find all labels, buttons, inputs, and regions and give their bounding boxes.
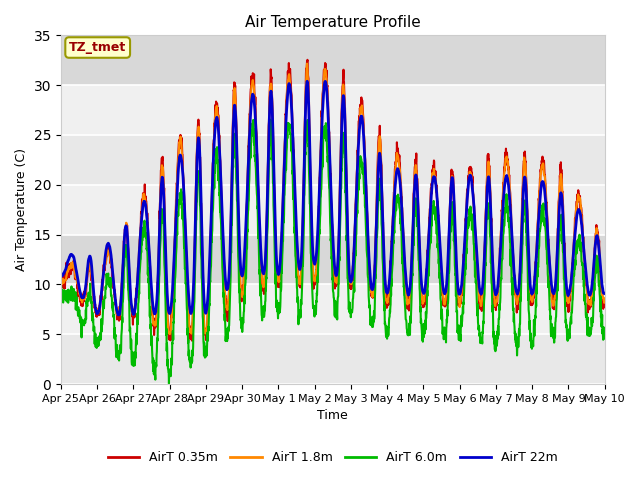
AirT 22m	[209, 170, 216, 176]
X-axis label: Time: Time	[317, 409, 348, 422]
AirT 1.8m	[209, 168, 216, 174]
Line: AirT 22m: AirT 22m	[61, 81, 605, 315]
Y-axis label: Air Temperature (C): Air Temperature (C)	[15, 148, 28, 271]
AirT 1.8m	[361, 146, 369, 152]
AirT 0.35m	[349, 264, 356, 270]
AirT 6.0m	[165, 381, 173, 387]
Bar	[61, 284, 605, 334]
AirT 1.8m	[349, 265, 356, 271]
AirT 6.0m	[267, 117, 275, 122]
AirT 6.0m	[601, 334, 609, 339]
Line: AirT 0.35m: AirT 0.35m	[61, 60, 605, 341]
AirT 0.35m	[568, 270, 576, 276]
AirT 22m	[349, 268, 356, 274]
AirT 1.8m	[601, 296, 609, 301]
AirT 0.35m	[492, 301, 499, 307]
AirT 22m	[115, 312, 122, 318]
Text: TZ_tmet: TZ_tmet	[69, 41, 126, 54]
AirT 22m	[303, 78, 311, 84]
AirT 6.0m	[492, 333, 499, 339]
Line: AirT 6.0m: AirT 6.0m	[61, 120, 605, 384]
AirT 6.0m	[568, 304, 576, 310]
AirT 0.35m	[57, 282, 65, 288]
AirT 6.0m	[553, 287, 561, 293]
AirT 6.0m	[209, 208, 216, 214]
AirT 1.8m	[492, 303, 499, 309]
AirT 1.8m	[553, 253, 561, 259]
Bar	[61, 85, 605, 135]
AirT 1.8m	[568, 268, 576, 274]
AirT 6.0m	[57, 285, 65, 291]
AirT 22m	[553, 253, 561, 259]
Title: Air Temperature Profile: Air Temperature Profile	[245, 15, 420, 30]
AirT 22m	[492, 290, 499, 296]
Bar	[61, 135, 605, 185]
Legend: AirT 0.35m, AirT 1.8m, AirT 6.0m, AirT 22m: AirT 0.35m, AirT 1.8m, AirT 6.0m, AirT 2…	[103, 446, 563, 469]
AirT 1.8m	[166, 331, 174, 337]
AirT 22m	[57, 273, 65, 278]
AirT 0.35m	[303, 57, 311, 63]
Bar	[61, 185, 605, 235]
AirT 0.35m	[209, 160, 216, 166]
AirT 0.35m	[361, 146, 369, 152]
AirT 0.35m	[188, 338, 196, 344]
Bar	[61, 36, 605, 85]
AirT 22m	[601, 290, 609, 296]
Bar	[61, 235, 605, 284]
AirT 22m	[568, 267, 576, 273]
AirT 22m	[361, 153, 369, 159]
AirT 0.35m	[553, 245, 561, 251]
AirT 6.0m	[361, 180, 369, 186]
AirT 6.0m	[349, 296, 356, 302]
AirT 1.8m	[57, 279, 65, 285]
AirT 1.8m	[303, 61, 311, 67]
Line: AirT 1.8m: AirT 1.8m	[61, 64, 605, 334]
AirT 0.35m	[601, 304, 609, 310]
Bar	[61, 334, 605, 384]
